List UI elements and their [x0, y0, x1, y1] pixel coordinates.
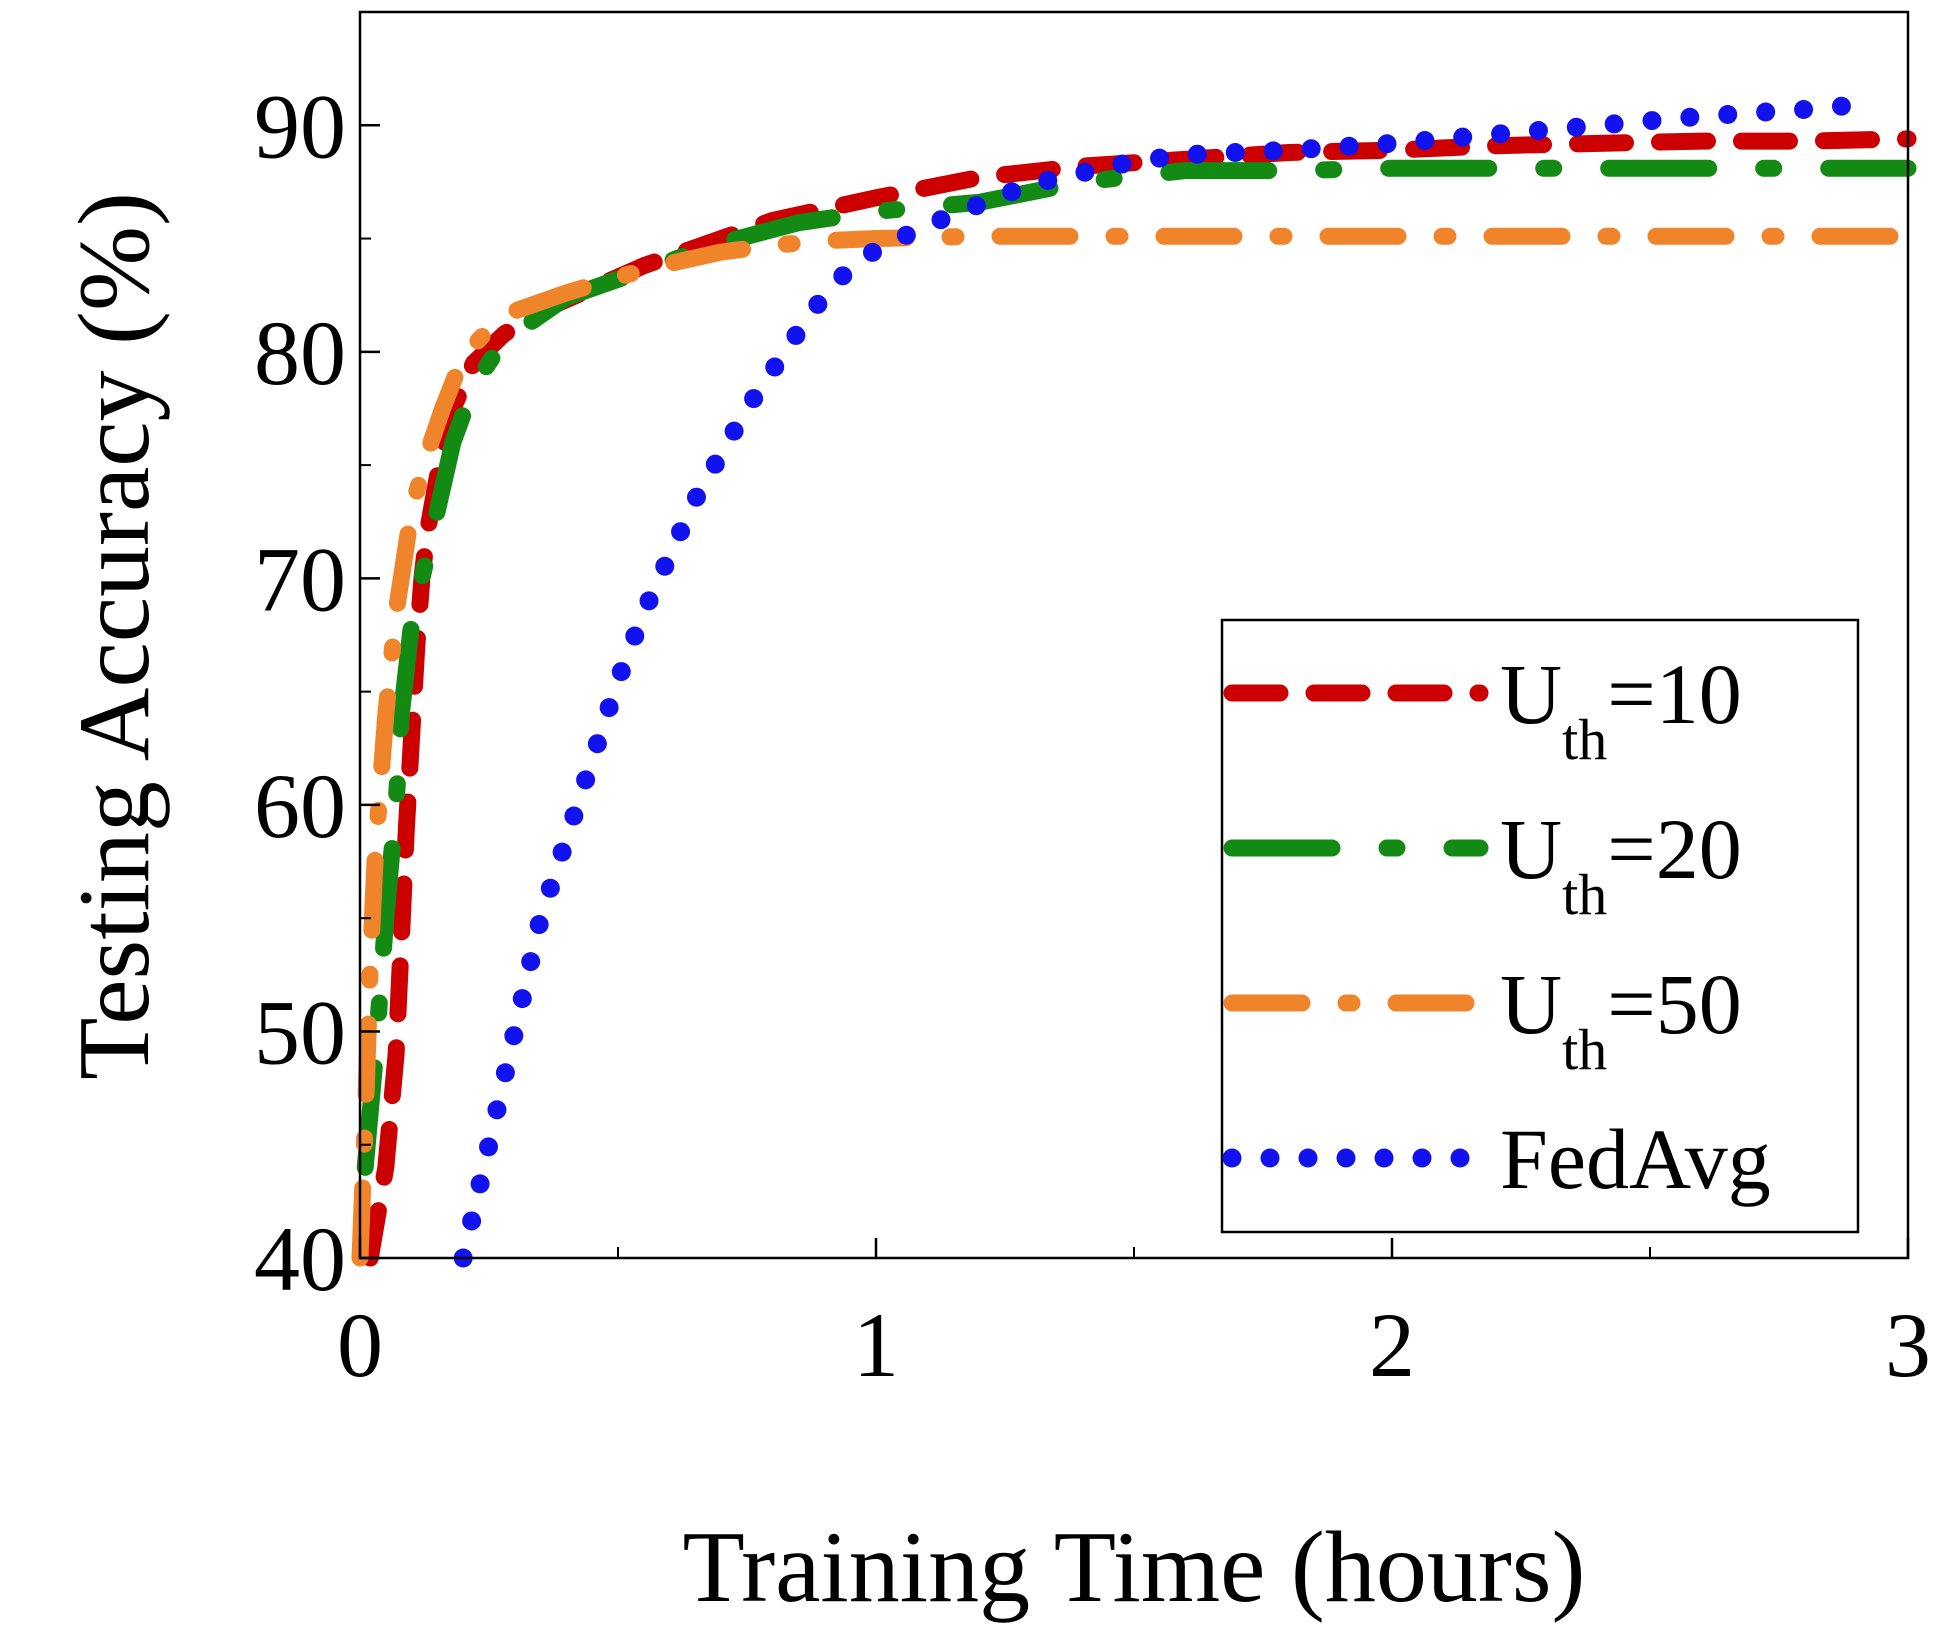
y-tick-label: 90	[254, 75, 346, 177]
y-tick-label: 60	[254, 755, 346, 857]
y-tick-label: 40	[254, 1208, 346, 1310]
legend-label-1: Uth=10	[1500, 646, 1742, 772]
ticks-layer: 40 50 60 70 80 90 0 1 2 3	[254, 75, 1931, 1396]
x-tick-label: 0	[337, 1294, 383, 1396]
legend-items: Uth=10 Uth=20 Uth=50 FedAvg	[1222, 646, 1771, 1207]
series-line-3	[351, 227, 1917, 1267]
y-tick-label: 80	[254, 302, 346, 404]
y-tick-label: 50	[254, 981, 346, 1083]
series-line-4	[453, 95, 1866, 1268]
legend-label-3: Uth=50	[1500, 956, 1742, 1082]
legend-box	[1220, 618, 1860, 1234]
legend-label-4: FedAvg	[1500, 1111, 1771, 1207]
x-axis-title: Training Time (hours)	[682, 1511, 1585, 1624]
legend-label-2: Uth=20	[1500, 801, 1742, 927]
x-tick-label: 1	[853, 1294, 899, 1396]
series-layer	[351, 95, 1917, 1268]
x-tick-label: 2	[1369, 1294, 1415, 1396]
x-tick-label: 3	[1885, 1294, 1931, 1396]
y-tick-label: 70	[254, 528, 346, 630]
y-axis-title: Testing Accuracy (%)	[58, 192, 171, 1080]
legend: Uth=10 Uth=20 Uth=50 FedAvg	[1220, 618, 1860, 1234]
series-line-2	[356, 159, 1917, 1176]
